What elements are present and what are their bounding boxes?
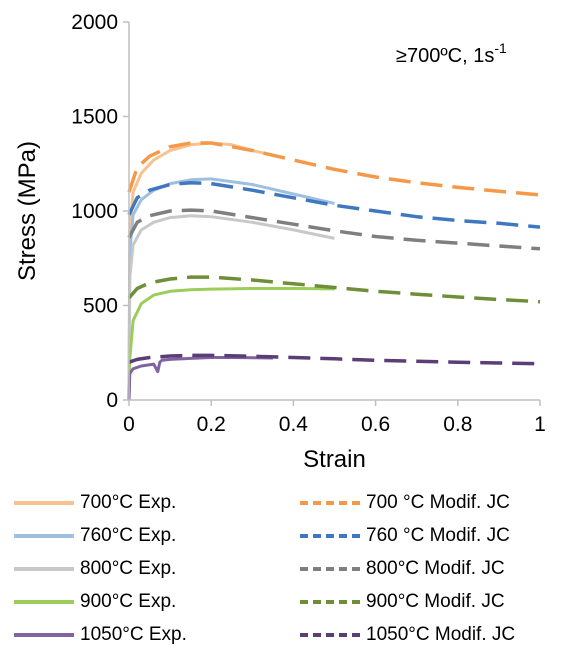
x-tick-label: 0.2 bbox=[197, 413, 226, 436]
legend-label: 700°C Exp. bbox=[80, 492, 177, 513]
legend-swatch bbox=[300, 633, 360, 637]
y-tick-label: 2000 bbox=[71, 11, 118, 34]
legend-item: 800°C Exp. bbox=[14, 555, 176, 583]
series-line-10 bbox=[128, 353, 541, 366]
series-line-8 bbox=[127, 208, 541, 251]
series-line-7 bbox=[127, 180, 541, 229]
legend-item: 900°C Exp. bbox=[14, 588, 176, 616]
legend-label: 1050°C Exp. bbox=[80, 624, 187, 645]
y-tick-label: 0 bbox=[106, 389, 118, 412]
x-tick-label: 1 bbox=[534, 413, 546, 436]
legend-item: 900°C Modif. JC bbox=[300, 588, 505, 616]
series-line-5 bbox=[127, 356, 273, 401]
legend-label: 760 °C Modif. JC bbox=[366, 525, 510, 546]
legend-swatch bbox=[300, 567, 360, 571]
legend-label: 900°C Modif. JC bbox=[366, 591, 505, 612]
legend-label: 900°C Exp. bbox=[80, 591, 177, 612]
series-line-6 bbox=[127, 141, 541, 197]
legend-item: 760°C Exp. bbox=[14, 522, 176, 550]
legend-label: 700 °C Modif. JC bbox=[366, 492, 510, 513]
legend-item: 1050°C Exp. bbox=[14, 621, 187, 649]
series-line-3 bbox=[127, 214, 335, 401]
y-tick-label: 1500 bbox=[71, 106, 118, 129]
y-tick-label: 500 bbox=[83, 295, 118, 318]
legend-item: 800°C Modif. JC bbox=[300, 555, 505, 583]
series-layer bbox=[127, 141, 541, 401]
x-tick-label: 0 bbox=[123, 413, 135, 436]
stress-strain-chart: 0 500 1000 1500 2000 0 0.2 0.4 0.6 0.8 1 Strain St… bbox=[14, 11, 546, 473]
series-line-2 bbox=[127, 177, 335, 401]
legend: 700°C Exp. 760°C Exp. 800°C Exp. 900°C Exp.… bbox=[0, 484, 561, 652]
legend-label: 1050°C Modif. JC bbox=[366, 624, 516, 645]
legend-item: 1050°C Modif. JC bbox=[300, 621, 515, 649]
legend-swatch bbox=[300, 501, 360, 505]
legend-swatch bbox=[14, 567, 74, 571]
legend-item: 700 °C Modif. JC bbox=[300, 489, 510, 517]
legend-label: 760°C Exp. bbox=[80, 525, 177, 546]
legend-label: 800°C Exp. bbox=[80, 558, 177, 579]
condition-annotation: ≥700ºC, 1s-1 bbox=[396, 40, 507, 67]
x-tick-label: 0.4 bbox=[279, 413, 309, 436]
legend-swatch bbox=[300, 534, 360, 538]
x-axis-label: Strain bbox=[303, 446, 366, 473]
x-tick-label: 0.8 bbox=[443, 413, 472, 436]
legend-swatch bbox=[14, 501, 74, 505]
x-tick-label: 0.6 bbox=[361, 413, 390, 436]
legend-item: 700°C Exp. bbox=[14, 489, 176, 517]
legend-item: 760 °C Modif. JC bbox=[300, 522, 510, 550]
legend-label: 800°C Modif. JC bbox=[366, 558, 505, 579]
legend-swatch bbox=[14, 534, 74, 538]
series-line-4 bbox=[127, 287, 335, 401]
tick-labels: 0 500 1000 1500 2000 0 0.2 0.4 0.6 0.8 1 bbox=[71, 11, 546, 436]
y-tick-label: 1000 bbox=[71, 200, 118, 223]
legend-swatch bbox=[300, 600, 360, 604]
series-line-9 bbox=[127, 275, 541, 304]
y-axis-label: Stress (MPa) bbox=[14, 141, 41, 281]
legend-swatch bbox=[14, 633, 74, 637]
legend-swatch bbox=[14, 600, 74, 604]
